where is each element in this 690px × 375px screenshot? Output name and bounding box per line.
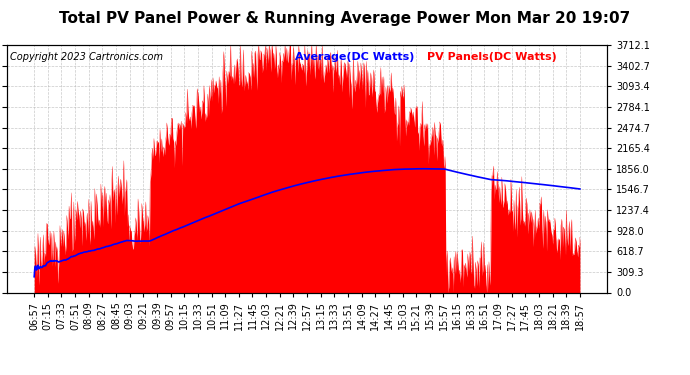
Text: Copyright 2023 Cartronics.com: Copyright 2023 Cartronics.com	[10, 53, 163, 62]
Text: Total PV Panel Power & Running Average Power Mon Mar 20 19:07: Total PV Panel Power & Running Average P…	[59, 11, 631, 26]
Text: Average(DC Watts): Average(DC Watts)	[295, 53, 415, 62]
Text: PV Panels(DC Watts): PV Panels(DC Watts)	[427, 53, 557, 62]
